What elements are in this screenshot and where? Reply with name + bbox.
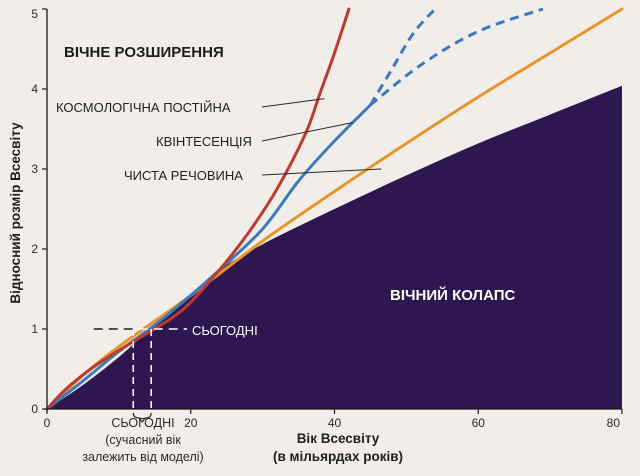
region-label-collapse: ВІЧНИЙ КОЛАПС [390,286,515,304]
y-tick-label: 0 [31,402,38,416]
y-axis-title: Відносний розмір Всесвіту [8,122,23,304]
today-markers [93,328,187,423]
axes: 0 1 2 3 4 5 0 20 40 60 80 [31,7,623,430]
x-tick-label: 60 [472,416,486,430]
region-label-expansion: ВІЧНЕ РОЗШИРЕННЯ [64,44,224,61]
annotation-leaders [261,98,382,176]
series-layer [45,7,624,411]
y-tick-label: 1 [31,322,38,336]
leader-line-0 [261,98,325,108]
y-tick-label: 4 [31,82,38,96]
today-note-line-2: (сучасний вік [105,433,181,447]
series-dashed-branch-0 [369,7,437,106]
series-line-2 [45,7,624,411]
series-line-1 [45,103,372,411]
x-tick-label: 40 [328,416,342,430]
x-tick-label: 20 [184,416,198,430]
x-tick-label: 80 [607,416,621,430]
today-brace [132,412,152,423]
x-axis-title-line-2: (в мільярдах років) [273,449,403,464]
collapse-region [47,85,622,410]
label-cosmological-constant: КОСМОЛОГІЧНА ПОСТІЙНА [56,100,231,115]
x-tick-label: 0 [44,416,51,430]
y-tick-label: 5 [31,7,38,21]
x-axis-title: Вік Всесвіту [297,431,380,446]
y-tick-label: 2 [31,242,38,256]
series-line-0 [45,7,351,411]
leader-line-1 [261,122,353,142]
label-pure-matter: ЧИСТА РЕЧОВИНА [124,168,243,183]
today-note-line-1: СЬОГОДНІ [111,416,174,430]
y-tick-label: 3 [31,162,38,176]
leader-line-2 [261,168,382,176]
label-today: СЬОГОДНІ [192,323,258,338]
today-note-line-3: залежить від моделі) [82,450,203,464]
label-quintessence: КВІНТЕСЕНЦІЯ [156,134,252,149]
series-dashed-branch-1 [369,7,544,107]
